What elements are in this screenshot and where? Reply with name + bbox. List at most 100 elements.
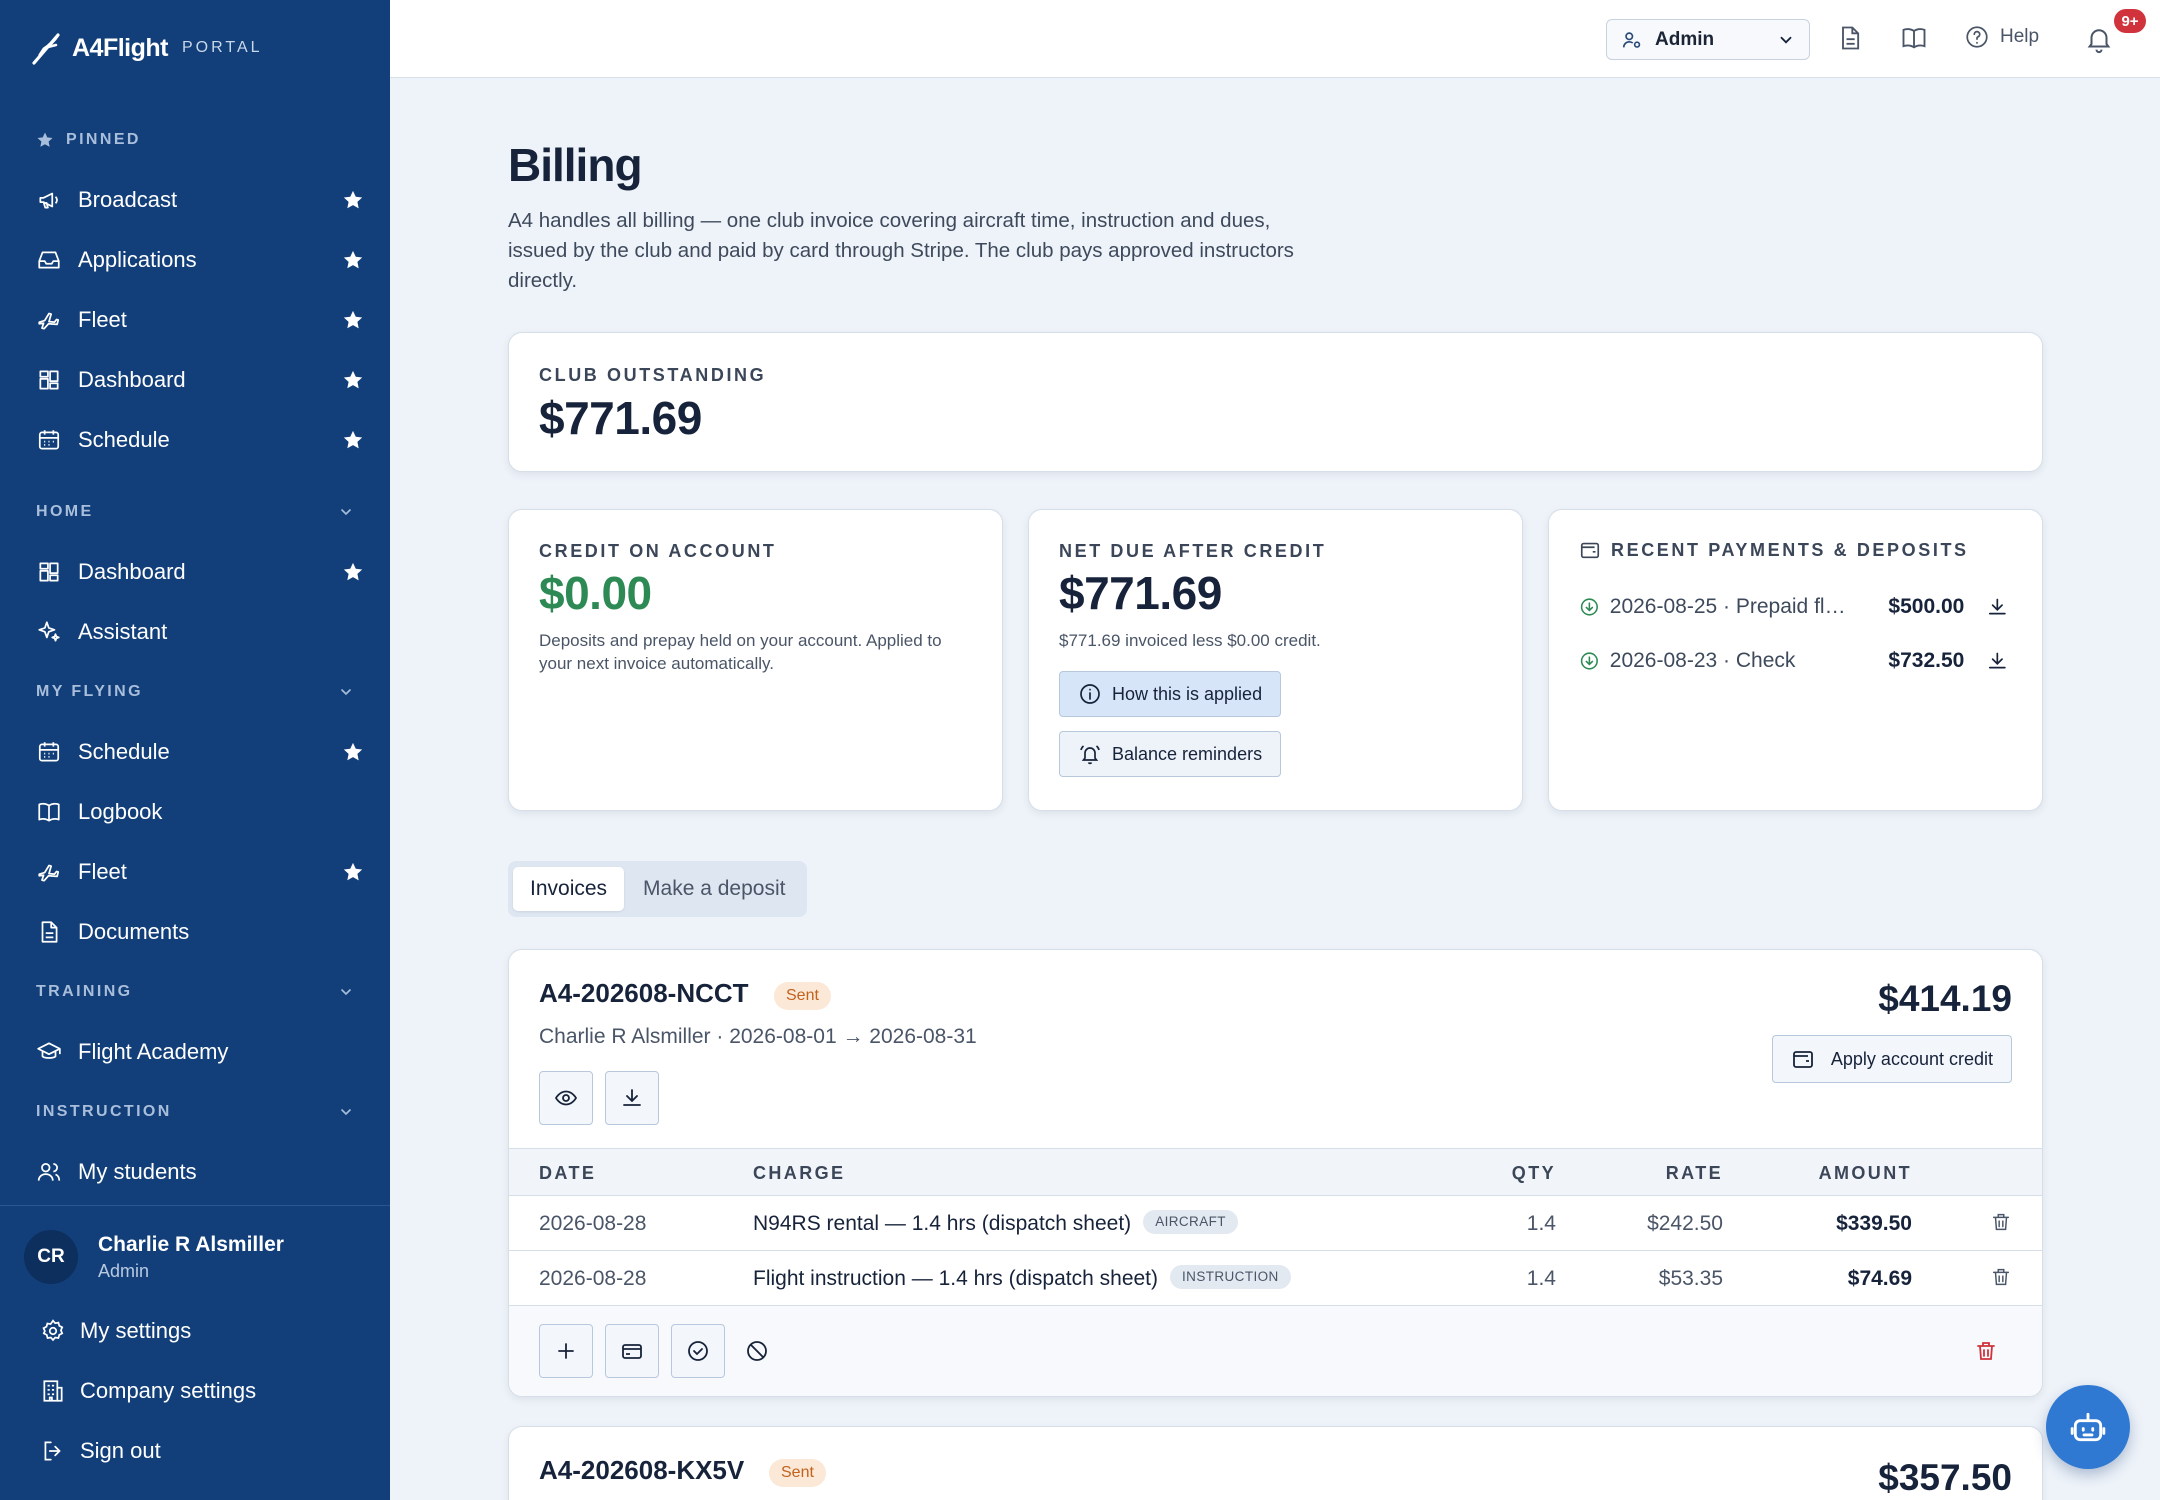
download-icon[interactable]	[1986, 595, 2009, 619]
star-icon	[37, 132, 53, 147]
help-button[interactable]: Help	[1964, 24, 2039, 50]
sidebar-item-assistant[interactable]: Assistant	[0, 602, 390, 662]
star-icon[interactable]	[342, 561, 364, 583]
mark-paid-button[interactable]	[671, 1324, 725, 1378]
charge-card-button[interactable]	[605, 1324, 659, 1378]
gear-icon	[42, 1319, 64, 1342]
star-icon[interactable]	[342, 741, 364, 763]
page-title: Billing	[508, 139, 643, 191]
line-date: 2026-08-28	[539, 1267, 647, 1290]
star-icon[interactable]	[342, 189, 364, 211]
chevron-down-icon[interactable]	[338, 984, 354, 1000]
users-icon	[37, 1163, 61, 1181]
book-open-icon[interactable]	[1900, 24, 1928, 52]
sign-out-label: Sign out	[80, 1438, 161, 1463]
invoice-card: A4-202608-KX5V Sent $357.50	[508, 1426, 2043, 1500]
sidebar-item-flight-academy[interactable]: Flight Academy	[0, 1022, 390, 1082]
apply-credit-button[interactable]: Apply account credit	[1771, 1035, 2012, 1083]
col-qty: QTY	[1511, 1163, 1556, 1183]
payment-row: 2026-08-25 · Prepaid flight block $500.0…	[1579, 592, 2009, 622]
chevron-down-icon[interactable]	[338, 504, 354, 520]
line-charge-text: Flight instruction — 1.4 hrs (dispatch s…	[753, 1267, 1159, 1290]
star-icon[interactable]	[342, 861, 364, 883]
section-home[interactable]: HOME	[0, 482, 390, 542]
net-due-card: NET DUE AFTER CREDIT $771.69 $771.69 inv…	[1028, 509, 1523, 811]
star-icon[interactable]	[342, 429, 364, 451]
line-charge: N94RS rental — 1.4 hrs (dispatch sheet) A…	[753, 1196, 1238, 1251]
download-invoice-button[interactable]	[605, 1071, 659, 1125]
credit-label: CREDIT ON ACCOUNT	[539, 541, 777, 561]
nav-sections: HOME Dashboard Assistant MY FLYING Sched…	[0, 482, 390, 1202]
sign-out-icon	[44, 1441, 61, 1461]
graduation-cap-icon	[37, 1042, 61, 1059]
wallet-icon	[1793, 1051, 1813, 1068]
credit-note: Deposits and prepay held on your account…	[539, 631, 942, 673]
void-invoice-button[interactable]	[745, 1339, 769, 1363]
delete-invoice-button[interactable]	[1974, 1339, 1998, 1363]
club-outstanding-card: CLUB OUTSTANDING $771.69	[508, 332, 2043, 472]
bell-ring-icon	[1080, 745, 1100, 765]
balance-reminders-button[interactable]: Balance reminders	[1059, 731, 1282, 777]
status-badge: Sent	[774, 982, 831, 1010]
line-rate: $53.35	[1658, 1267, 1723, 1290]
section-my-flying[interactable]: MY FLYING	[0, 662, 390, 722]
trash-icon[interactable]	[1990, 1211, 2012, 1233]
section-instruction[interactable]: INSTRUCTION	[0, 1082, 390, 1142]
bell-icon[interactable]	[2084, 24, 2114, 54]
star-icon[interactable]	[342, 249, 364, 271]
sidebar-item-label: Assistant	[78, 619, 168, 644]
sidebar-item-label: Applications	[78, 247, 197, 272]
role-select[interactable]: Admin	[1606, 19, 1810, 60]
dashboard-icon	[39, 370, 59, 390]
sidebar-item-broadcast[interactable]: Broadcast	[0, 170, 390, 230]
sidebar-item-dashboard[interactable]: Dashboard	[0, 350, 390, 410]
section-training[interactable]: TRAINING	[0, 962, 390, 1022]
my-settings-link[interactable]: My settings	[40, 1318, 191, 1344]
sidebar-item-logbook[interactable]: Logbook	[0, 782, 390, 842]
star-icon[interactable]	[342, 309, 364, 331]
sidebar-item-label: Schedule	[78, 739, 170, 764]
chevron-down-icon[interactable]	[338, 1104, 354, 1120]
trash-icon[interactable]	[1990, 1266, 2012, 1288]
ban-icon	[747, 1341, 767, 1361]
sidebar-item-my-students[interactable]: My students	[0, 1142, 390, 1202]
view-invoice-button[interactable]	[539, 1071, 593, 1125]
pinned-list: Broadcast Applications Fleet Dashboard S…	[0, 170, 390, 470]
sidebar-item-schedule[interactable]: Schedule	[0, 722, 390, 782]
sidebar-item-label: Schedule	[78, 427, 170, 452]
sign-out-link[interactable]: Sign out	[40, 1438, 161, 1464]
tab-make-deposit[interactable]: Make a deposit	[643, 877, 786, 900]
dashboard-icon	[39, 562, 59, 582]
sidebar-item-fleet[interactable]: Fleet	[0, 290, 390, 350]
sidebar-item-documents[interactable]: Documents	[0, 902, 390, 962]
outstanding-label: CLUB OUTSTANDING	[539, 365, 767, 385]
invoice-total: $357.50	[1878, 1457, 2012, 1498]
chevron-down-icon[interactable]	[338, 684, 354, 700]
sidebar-item-applications[interactable]: Applications	[0, 230, 390, 290]
sidebar: A4Flight PORTAL PINNED Broadcast Applica…	[0, 0, 390, 1500]
download-icon	[623, 1089, 641, 1106]
sidebar-item-schedule[interactable]: Schedule	[0, 410, 390, 470]
sidebar-item-dashboard[interactable]: Dashboard	[0, 542, 390, 602]
trash-icon	[1977, 1342, 1995, 1360]
how-applied-button[interactable]: How this is applied	[1059, 671, 1282, 717]
net-due-amount: $771.69	[1059, 567, 1222, 619]
download-icon[interactable]	[1986, 649, 2009, 673]
star-icon[interactable]	[342, 369, 364, 391]
assistant-fab[interactable]	[2046, 1385, 2130, 1469]
brand-name: A4Flight	[72, 33, 169, 62]
sidebar-item-label: Logbook	[78, 799, 163, 824]
tab-invoices[interactable]: Invoices	[513, 867, 625, 911]
document-icon[interactable]	[1836, 24, 1864, 52]
robot-icon	[2070, 1412, 2106, 1442]
balance-reminders-label: Balance reminders	[1112, 743, 1263, 764]
brand-logo[interactable]: A4Flight PORTAL	[30, 28, 263, 68]
sidebar-item-label: Dashboard	[78, 367, 186, 392]
sidebar-item-fleet[interactable]: Fleet	[0, 842, 390, 902]
company-settings-link[interactable]: Company settings	[40, 1378, 256, 1404]
add-line-button[interactable]	[539, 1324, 593, 1378]
user-profile[interactable]: CR Charlie R Alsmiller Admin	[24, 1230, 284, 1284]
col-date: DATE	[539, 1163, 597, 1183]
charge-type-tag: INSTRUCTION	[1170, 1265, 1291, 1290]
notification-badge: 9+	[2114, 9, 2146, 33]
